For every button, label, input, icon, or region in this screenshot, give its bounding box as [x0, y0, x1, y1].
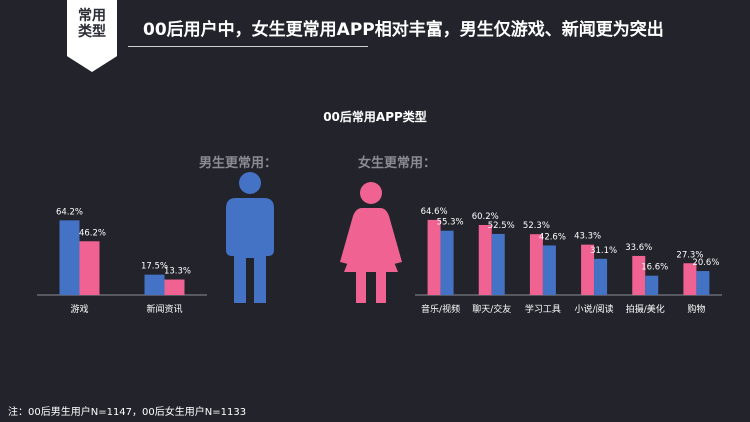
- data-label: 46.2%: [79, 228, 106, 238]
- footnote: 注：00后男生用户N=1147，00后女生用户N=1133: [8, 407, 247, 418]
- data-label: 55.3%: [437, 218, 464, 228]
- female-group-title: 女生更常用：: [358, 156, 437, 171]
- category-label: 购物: [687, 303, 705, 315]
- category-label: 音乐/视频: [421, 303, 460, 315]
- data-label: 20.6%: [692, 258, 719, 268]
- page-headline: 00后用户中，女生更常用APP相对丰富，男生仅游戏、新闻更为突出: [143, 20, 664, 40]
- data-label: 64.2%: [56, 207, 83, 217]
- category-label: 游戏: [70, 303, 88, 315]
- male-figure-icon: [226, 172, 274, 303]
- bar-1: [581, 244, 595, 295]
- bar-1: [478, 224, 492, 295]
- category-label: 新闻资讯: [146, 303, 182, 315]
- chart-title: 00后常用APP类型: [323, 110, 427, 124]
- data-label: 52.5%: [488, 221, 515, 231]
- category-label: 聊天/交友: [472, 303, 511, 315]
- data-label: 13.3%: [164, 267, 191, 277]
- bar-2: [696, 271, 710, 295]
- chart-1: 64.2% 46.2% 游戏 17.5%13.3% 新闻资讯: [37, 207, 207, 315]
- bar-2: [645, 275, 659, 295]
- data-label: 64.6%: [421, 207, 448, 217]
- data-label: 42.6%: [539, 232, 566, 242]
- bar-1: [427, 219, 441, 295]
- bar-2: [594, 258, 608, 295]
- data-label: 31.1%: [590, 246, 617, 256]
- category-label: 小说/阅读: [575, 303, 614, 315]
- data-label: 16.6%: [641, 263, 668, 273]
- female-figure-icon: [340, 182, 402, 303]
- bar-2: [164, 279, 185, 295]
- bar-2: [440, 230, 454, 295]
- bar-1: [683, 263, 697, 295]
- bar-2: [79, 241, 100, 295]
- badge-line-1: 常用: [78, 8, 106, 24]
- bar-2: [491, 233, 505, 295]
- data-label: 60.2%: [472, 212, 499, 222]
- bar-1: [632, 255, 646, 295]
- headline-underline: [128, 46, 368, 47]
- data-label: 17.5%: [141, 262, 168, 272]
- bar-2: [542, 245, 556, 295]
- category-label: 拍摄/美化: [626, 303, 665, 315]
- data-label: 52.3%: [523, 221, 550, 231]
- section-badge: 常用 类型: [67, 0, 117, 72]
- bar-1: [144, 274, 165, 295]
- badge-line-2: 类型: [78, 24, 106, 40]
- badge-label: 常用 类型: [67, 8, 117, 40]
- bar-1: [59, 220, 80, 295]
- bar-1: [529, 234, 543, 295]
- data-label: 33.6%: [625, 243, 652, 253]
- data-label: 27.3%: [676, 250, 703, 260]
- data-label: 43.3%: [574, 232, 601, 242]
- category-label: 学习工具: [525, 303, 561, 315]
- chart-2: 64.6%55.3% 音乐/视频 60.2%52.5% 聊天/交友 52.3%42.6%…: [415, 207, 722, 315]
- male-group-title: 男生更常用：: [199, 156, 278, 171]
